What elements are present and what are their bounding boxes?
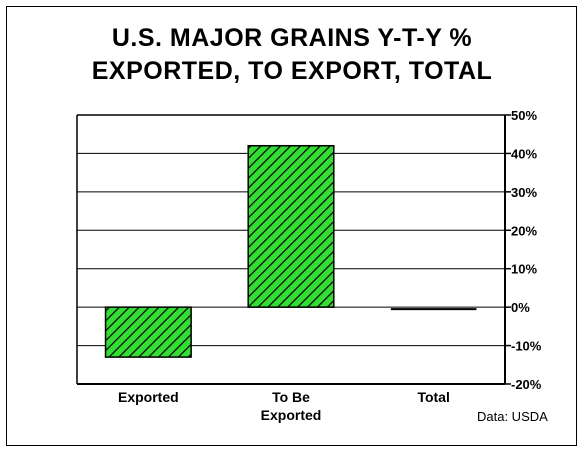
category-label: Exported bbox=[118, 389, 179, 405]
bar bbox=[104, 306, 192, 358]
chart-frame bbox=[6, 6, 577, 446]
y-tick-label: -10% bbox=[511, 339, 542, 354]
y-tick-label: 50% bbox=[511, 108, 537, 123]
category-label: To Be bbox=[272, 389, 310, 405]
axes bbox=[76, 114, 506, 385]
y-tick-label: 10% bbox=[511, 262, 537, 277]
y-tick-label: 20% bbox=[511, 223, 537, 238]
category-label: Exported bbox=[261, 407, 322, 423]
y-tick-labels: -20% -10% 0% 10% 20% 30% 40% 50% bbox=[505, 108, 542, 392]
y-tick-label: 40% bbox=[511, 146, 537, 161]
category-label: Total bbox=[417, 389, 449, 405]
category-labels: Exported To Be Exported Total bbox=[118, 389, 450, 423]
source-note: Data: USDA bbox=[477, 409, 548, 424]
chart-title-line-1: U.S. MAJOR GRAINS Y-T-Y % bbox=[112, 24, 472, 52]
bars bbox=[104, 144, 477, 358]
y-tick-label: 0% bbox=[511, 300, 530, 315]
bar bbox=[247, 144, 335, 308]
y-tick-label: -20% bbox=[511, 377, 542, 392]
chart-title-line-2: EXPORTED, TO EXPORT, TOTAL bbox=[92, 57, 493, 85]
y-tick-label: 30% bbox=[511, 185, 537, 200]
